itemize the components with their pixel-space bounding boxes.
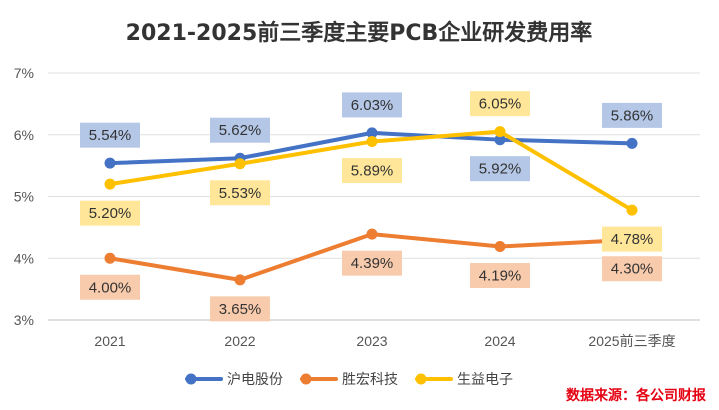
data-label-box (470, 263, 530, 289)
data-point (234, 274, 246, 286)
data-point (366, 136, 378, 148)
legend-entry: 沪电股份 (227, 372, 283, 388)
data-label: 3.65% (219, 301, 262, 318)
source-note: 数据来源：各公司财报 (566, 387, 706, 404)
data-point (626, 137, 638, 149)
data-label-box (342, 92, 402, 118)
x-tick-label: 2023 (356, 333, 387, 349)
x-tick-label: 2021 (94, 333, 125, 349)
legend-swatch-marker (300, 373, 312, 385)
data-point (234, 158, 246, 170)
data-point (494, 126, 506, 138)
data-point (104, 252, 116, 264)
legend-swatch-marker (185, 373, 197, 385)
data-label-box (80, 274, 140, 300)
data-label-box (342, 158, 402, 184)
data-label: 5.92% (479, 161, 522, 178)
chart-title: 2021-2025前三季度主要PCB企业研发费用率 (126, 20, 593, 46)
data-point (104, 157, 116, 169)
data-label-box (210, 296, 270, 322)
data-label: 4.39% (351, 255, 394, 272)
y-tick-label: 6% (14, 127, 34, 143)
data-labels: 5.54% 5.62% 6.03% 5.92% 5.86% 4.00% 3.65% 4.39%… (80, 91, 662, 322)
data-label-box (80, 200, 140, 226)
data-label: 5.62% (219, 122, 262, 139)
data-label: 5.20% (89, 205, 132, 222)
data-label-box (602, 226, 662, 252)
y-tick-label: 3% (14, 312, 34, 328)
data-label-box (470, 156, 530, 182)
data-label-box (602, 102, 662, 128)
x-tick-label: 2022 (224, 333, 255, 349)
x-tick-label: 2024 (484, 333, 515, 349)
legend-entry: 生益电子 (457, 372, 513, 388)
y-tick-label: 5% (14, 189, 34, 205)
data-label-box (80, 122, 140, 148)
legend: 沪电股份 胜宏科技 生益电子 (185, 372, 513, 388)
data-label-box (342, 250, 402, 276)
data-label-box (210, 180, 270, 206)
data-point (626, 204, 638, 216)
data-label: 6.05% (479, 96, 522, 113)
data-point (366, 228, 378, 240)
data-point (104, 178, 116, 190)
data-label: 4.30% (611, 261, 654, 278)
data-point (494, 241, 506, 253)
y-axis: 3% 4% 5% 6% 7% (14, 65, 34, 328)
y-tick-label: 7% (14, 65, 34, 81)
data-point (366, 127, 378, 139)
data-label: 4.19% (479, 268, 522, 285)
data-label: 5.53% (219, 185, 262, 202)
series-lines (104, 126, 638, 286)
data-label-box (210, 117, 270, 143)
data-label: 5.54% (89, 127, 132, 144)
x-tick-label: 2025前三季度 (588, 333, 675, 349)
data-label: 5.86% (611, 107, 654, 124)
data-label-box (602, 256, 662, 282)
data-label: 6.03% (351, 97, 394, 114)
data-label-box (470, 91, 530, 117)
data-label: 5.89% (351, 163, 394, 180)
data-label: 4.00% (89, 279, 132, 296)
y-tick-label: 4% (14, 250, 34, 266)
x-axis: 2021 2022 2023 2024 2025前三季度 (94, 333, 675, 349)
legend-swatch-marker (415, 373, 427, 385)
data-label: 4.78% (611, 231, 654, 248)
legend-entry: 胜宏科技 (342, 372, 398, 388)
data-point (494, 134, 506, 146)
